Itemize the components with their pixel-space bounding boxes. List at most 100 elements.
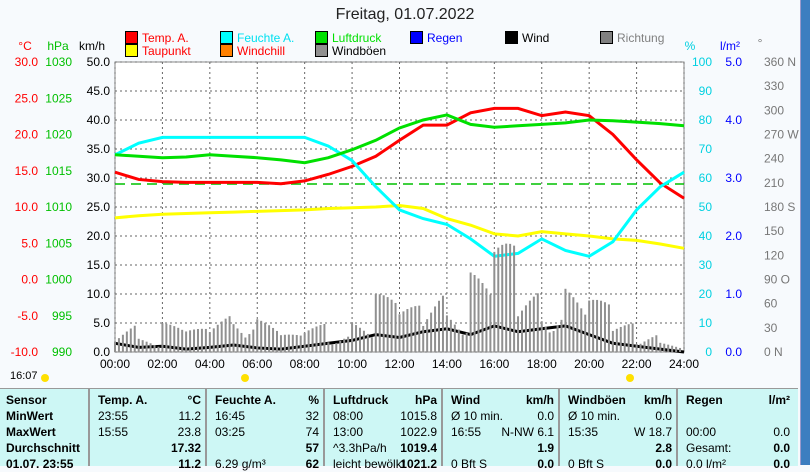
wind-tick: 30.0 xyxy=(87,171,111,185)
legend-swatch xyxy=(125,31,138,44)
table-cell: Gesamt: 0.0 xyxy=(684,441,790,456)
press-tick: 1020 xyxy=(45,128,72,142)
cell-value: 2.8 xyxy=(655,441,672,455)
cell-value: km/h xyxy=(643,393,672,407)
legend-label: Luftdruck xyxy=(332,31,382,45)
press-tick: 1005 xyxy=(45,236,72,250)
temp-tick: 10.0 xyxy=(15,200,39,214)
press-tick: 1010 xyxy=(45,200,72,214)
table-column: Luftdruck hPa 08:00 1015.8 13:00 1022.9 ^3.3hP… xyxy=(323,389,443,471)
cell-label: 23:55 xyxy=(98,409,129,423)
dir-tick: 60 xyxy=(764,297,778,311)
cell-value: % xyxy=(308,393,319,407)
legend-item: Wind xyxy=(505,31,549,45)
dir-tick: 300 xyxy=(764,103,784,117)
rain-tick: 5.0 xyxy=(725,55,742,69)
x-tick-label: 04:00 xyxy=(195,357,225,371)
cell-label: Ø 10 min. xyxy=(451,409,504,423)
dir-tick: 330 xyxy=(764,79,784,93)
table-cell: 1.9 xyxy=(449,441,554,456)
press-tick: 1025 xyxy=(45,91,72,105)
legend-item: Taupunkt xyxy=(125,44,191,58)
legend-item: Temp. A. xyxy=(125,31,189,45)
dir-tick: 0 N xyxy=(764,345,783,359)
cell-value: °C xyxy=(187,393,201,407)
legend-swatch xyxy=(505,31,518,44)
sun-marker-icon xyxy=(241,374,249,382)
hum-tick: 20 xyxy=(699,287,713,301)
hum-unit: % xyxy=(685,39,696,53)
press-unit: hPa xyxy=(47,39,69,53)
sun-marker-icon xyxy=(626,374,634,382)
cell-value: km/h xyxy=(525,393,554,407)
cell-label: Durchschnitt xyxy=(6,441,81,455)
table-cell: MinWert xyxy=(6,409,82,424)
cell-label: Ø 10 min. xyxy=(568,409,621,423)
table-column: Wind km/h Ø 10 min. 0.0 16:55 N-NW 6.1 1.9 0 Bf… xyxy=(441,389,560,471)
series-luftdruck xyxy=(114,113,685,165)
dir-tick: 120 xyxy=(764,248,784,262)
legend-swatch xyxy=(600,31,613,44)
temp-tick: 20.0 xyxy=(15,128,39,142)
hum-tick: 10 xyxy=(699,316,713,330)
table-cell: 16:55 N-NW 6.1 xyxy=(449,425,554,440)
cell-value: hPa xyxy=(414,393,437,407)
cell-value: 1.9 xyxy=(537,441,554,455)
cell-value: 0.0 xyxy=(655,409,672,423)
legend-item: Windchill xyxy=(220,44,285,58)
cell-label: ^3.3hPa/h xyxy=(333,441,387,455)
x-tick-label: 00:00 xyxy=(100,357,130,371)
chart-title: Freitag, 01.07.2022 xyxy=(335,6,475,23)
cell-label: 0.0 l/m² xyxy=(686,457,727,471)
dir-tick: 360 N xyxy=(764,55,796,69)
hum-tick: 80 xyxy=(699,113,713,127)
cell-label: 16:45 xyxy=(215,409,246,423)
table-cell: 17.32 xyxy=(96,441,201,456)
table-cell: MaxWert xyxy=(6,425,82,440)
hum-tick: 30 xyxy=(699,258,713,272)
table-cell xyxy=(684,409,790,424)
scrollbar[interactable] xyxy=(800,0,810,465)
legend-label: Taupunkt xyxy=(142,44,191,58)
rain-tick: 2.0 xyxy=(725,229,742,243)
temp-unit: °C xyxy=(18,39,32,53)
dir-unit: ° xyxy=(758,36,763,50)
table-cell: Ø 10 min. 0.0 xyxy=(449,409,554,424)
dir-tick: 270 W xyxy=(764,128,799,142)
rain-unit: l/m² xyxy=(720,39,740,53)
cell-label: Wind xyxy=(451,393,481,407)
legend-label: Regen xyxy=(427,31,463,45)
dir-tick: 90 O xyxy=(764,273,790,287)
wind-tick: 5.0 xyxy=(93,316,110,330)
wind-tick: 0.0 xyxy=(93,345,110,359)
x-tick-label: 22:00 xyxy=(622,357,652,371)
temp-tick: 0.0 xyxy=(21,273,38,287)
press-tick: 1015 xyxy=(45,164,72,178)
legend-item: Luftdruck xyxy=(315,31,381,45)
table-cell: 2.8 xyxy=(566,441,672,456)
dir-tick: 240 xyxy=(764,152,784,166)
hum-tick: 70 xyxy=(699,142,713,156)
cell-value: 57 xyxy=(305,441,319,455)
press-tick: 1030 xyxy=(45,55,72,69)
wind-tick: 15.0 xyxy=(87,258,111,272)
cell-label: Regen xyxy=(686,393,723,407)
wind-tick: 50.0 xyxy=(87,55,111,69)
press-tick: 1000 xyxy=(45,273,72,287)
cell-value: 62 xyxy=(305,457,319,471)
rain-tick: 4.0 xyxy=(725,113,742,127)
x-tick-label: 12:00 xyxy=(384,357,414,371)
cell-value: 11.2 xyxy=(178,457,201,471)
cell-value: 1022.9 xyxy=(400,425,437,439)
legend-swatch xyxy=(315,44,328,57)
rain-tick: 1.0 xyxy=(725,287,742,301)
table-cell: 23:55 11.2 xyxy=(96,409,201,424)
dir-tick: 30 xyxy=(764,321,778,335)
series-feuchte-a- xyxy=(114,135,685,258)
cell-value: 11.2 xyxy=(178,409,201,423)
cell-label: 13:00 xyxy=(333,425,364,439)
legend-label: Windböen xyxy=(332,44,387,58)
hum-tick: 40 xyxy=(699,229,713,243)
dir-tick: 150 xyxy=(764,224,784,238)
x-tick-label: 10:00 xyxy=(337,357,367,371)
